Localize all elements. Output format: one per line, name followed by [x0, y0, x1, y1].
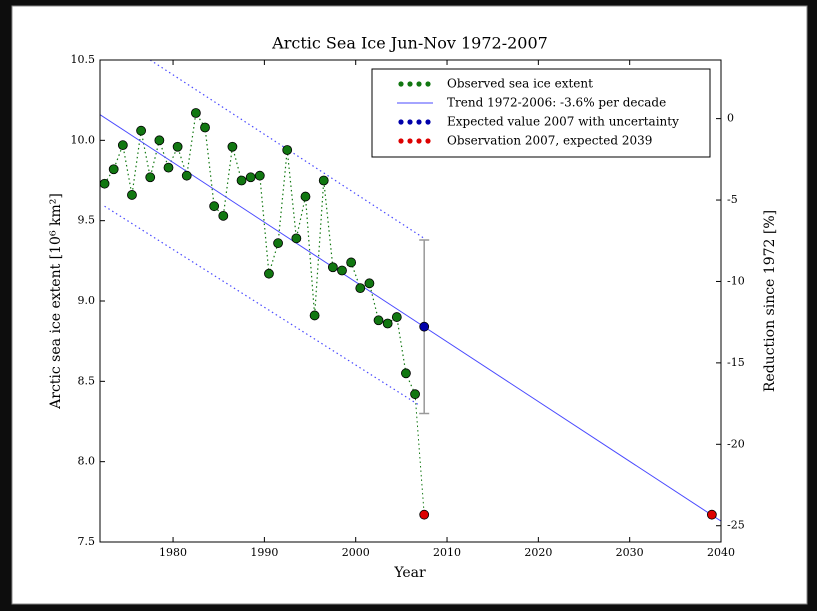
- data-point: [264, 269, 273, 278]
- data-point: [383, 319, 392, 328]
- legend-marker: [416, 138, 421, 143]
- y2-tick-label: -10: [727, 274, 745, 287]
- data-point: [292, 234, 301, 243]
- data-point: [283, 145, 292, 154]
- y2-axis-label: Reduction since 1972 [%]: [762, 210, 778, 392]
- data-point: [201, 123, 210, 132]
- y-tick-label: 9.5: [78, 214, 96, 227]
- x-tick-label: 2010: [433, 546, 461, 559]
- data-point: [155, 136, 164, 145]
- data-point: [401, 369, 410, 378]
- data-point: [338, 266, 347, 275]
- data-point: [228, 142, 237, 151]
- y-tick-label: 10.5: [71, 53, 96, 66]
- x-tick-label: 2040: [707, 546, 735, 559]
- data-point: [411, 390, 420, 399]
- data-point: [127, 190, 136, 199]
- page: {"chart_data": {"type": "line", "title":…: [0, 0, 817, 611]
- data-point: [137, 126, 146, 135]
- data-point: [319, 176, 328, 185]
- y2-tick-label: -20: [727, 437, 745, 450]
- legend-marker: [407, 138, 412, 143]
- legend-marker: [416, 119, 421, 124]
- y-tick-label: 9.0: [78, 294, 96, 307]
- legend-marker: [425, 138, 430, 143]
- data-point: [173, 142, 182, 151]
- legend-marker: [425, 119, 430, 124]
- x-axis-label: Year: [393, 565, 426, 581]
- data-point: [420, 510, 429, 519]
- data-point: [347, 258, 356, 267]
- y2-tick-label: -5: [727, 193, 738, 206]
- legend-marker: [398, 119, 403, 124]
- chart-title: Arctic Sea Ice Jun-Nov 1972-2007: [271, 34, 548, 53]
- y2-tick-label: -25: [727, 519, 745, 532]
- y-tick-label: 7.5: [78, 535, 96, 548]
- x-tick-label: 2000: [342, 546, 370, 559]
- legend-marker: [398, 81, 403, 86]
- legend-marker: [407, 81, 412, 86]
- data-point: [301, 192, 310, 201]
- y-axis-label: Arctic sea ice extent [10⁶ km²]: [48, 193, 64, 410]
- legend-marker: [416, 81, 421, 86]
- y-tick-label: 8.0: [78, 455, 96, 468]
- data-point: [274, 239, 283, 248]
- y-tick-label: 10.0: [71, 133, 96, 146]
- x-tick-label: 2020: [524, 546, 552, 559]
- x-tick-label: 2030: [616, 546, 644, 559]
- data-point: [210, 202, 219, 211]
- legend-marker: [425, 81, 430, 86]
- data-point: [246, 173, 255, 182]
- legend-label: Observation 2007, expected 2039: [447, 134, 652, 148]
- legend-marker: [407, 119, 412, 124]
- y2-tick-label: -15: [727, 356, 745, 369]
- data-point: [374, 316, 383, 325]
- legend-label: Expected value 2007 with uncertainty: [447, 115, 679, 129]
- legend-label: Trend 1972-2006: -3.6% per decade: [447, 96, 666, 110]
- y2-tick-label: 0: [727, 112, 734, 125]
- data-point: [146, 173, 155, 182]
- legend-marker: [398, 138, 403, 143]
- data-point: [219, 211, 228, 220]
- data-point: [109, 165, 118, 174]
- legend-label: Observed sea ice extent: [447, 77, 593, 91]
- data-point: [707, 510, 716, 519]
- data-point: [356, 284, 365, 293]
- data-point: [310, 311, 319, 320]
- data-point: [255, 171, 264, 180]
- x-tick-label: 1990: [250, 546, 278, 559]
- data-point: [420, 322, 429, 331]
- data-point: [328, 263, 337, 272]
- data-point: [392, 313, 401, 322]
- data-point: [118, 141, 127, 150]
- x-tick-label: 1980: [159, 546, 187, 559]
- data-point: [191, 109, 200, 118]
- y-tick-label: 8.5: [78, 374, 96, 387]
- data-point: [365, 279, 374, 288]
- data-point: [164, 163, 173, 172]
- data-point: [182, 171, 191, 180]
- data-point: [237, 176, 246, 185]
- chart: Arctic Sea Ice Jun-Nov 1972-2007 Year Ar…: [0, 0, 817, 611]
- data-point: [100, 179, 109, 188]
